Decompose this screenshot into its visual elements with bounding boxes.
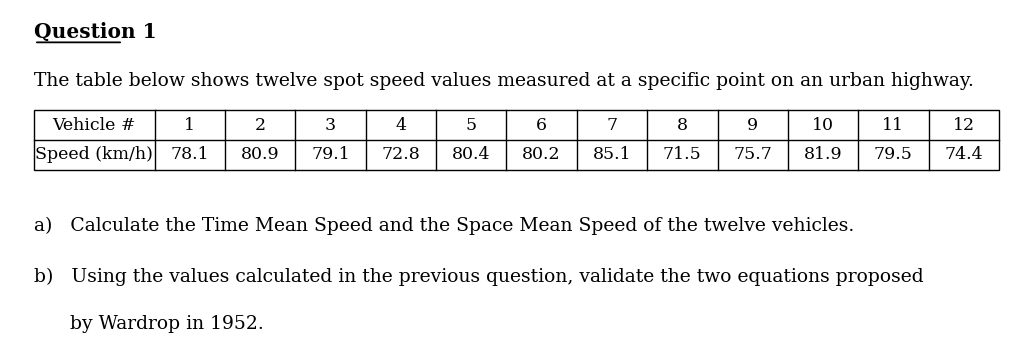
Text: 9: 9 [747,117,758,134]
Text: 6: 6 [536,117,547,134]
Text: 85.1: 85.1 [593,147,631,163]
Text: 2: 2 [255,117,265,134]
Text: 72.8: 72.8 [381,147,420,163]
Text: Vehicle #: Vehicle # [53,117,136,134]
Text: 79.5: 79.5 [874,147,913,163]
Text: 75.7: 75.7 [733,147,772,163]
Text: The table below shows twelve spot speed values measured at a specific point on a: The table below shows twelve spot speed … [34,72,974,90]
Text: 74.4: 74.4 [944,147,983,163]
Text: 4: 4 [396,117,406,134]
Text: 78.1: 78.1 [170,147,209,163]
Text: 7: 7 [606,117,618,134]
Text: 1: 1 [184,117,195,134]
Text: 79.1: 79.1 [311,147,350,163]
Text: 5: 5 [466,117,477,134]
Text: Speed (km/h): Speed (km/h) [35,147,153,163]
Bar [34,110,999,170]
Text: 80.2: 80.2 [523,147,561,163]
Text: 10: 10 [812,117,834,134]
Text: 11: 11 [882,117,904,134]
Text: 81.9: 81.9 [804,147,842,163]
Text: 12: 12 [952,117,975,134]
Text: 8: 8 [677,117,688,134]
Text: b)   Using the values calculated in the previous question, validate the two equa: b) Using the values calculated in the pr… [34,268,924,286]
Text: 80.4: 80.4 [452,147,491,163]
Text: Question 1: Question 1 [34,22,157,42]
Text: 3: 3 [325,117,336,134]
Text: 71.5: 71.5 [663,147,701,163]
Text: by Wardrop in 1952.: by Wardrop in 1952. [34,315,263,333]
Text: 80.9: 80.9 [241,147,280,163]
Text: a)   Calculate the Time Mean Speed and the Space Mean Speed of the twelve vehicl: a) Calculate the Time Mean Speed and the… [34,217,854,235]
